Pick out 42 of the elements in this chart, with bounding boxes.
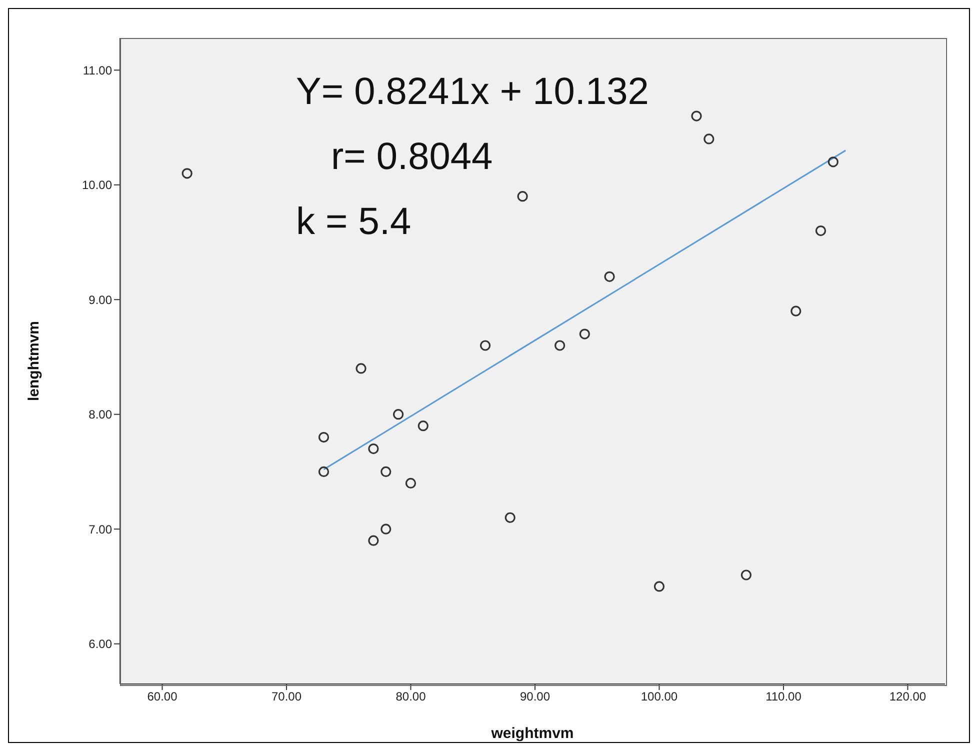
point [368,535,379,546]
point [740,570,752,580]
point [368,443,379,454]
point [380,524,392,534]
point [654,581,665,592]
point [405,478,416,488]
point [356,363,366,374]
point [828,156,838,168]
point [318,432,330,443]
x-tick-label: 110.00 [766,690,802,704]
point [480,340,491,351]
y-tick-label: 7.00 [88,522,112,536]
point [517,191,528,202]
y-tick-label: 8.00 [88,408,112,422]
point [380,466,392,478]
point [704,134,714,144]
x-tick-label: 80.00 [396,690,426,704]
point [790,306,802,316]
point [691,110,702,122]
point [579,328,590,340]
x-tick-label: 60.00 [147,690,178,704]
point [393,409,404,420]
y-tick-label: 9.00 [88,292,112,307]
y-tick-label: 10.00 [82,178,112,192]
point [182,168,192,179]
annotation: Y= 0.8241x + 10.132 [296,71,649,114]
y-tick-label: 6.00 [88,637,112,652]
point [318,466,330,478]
x-tick-label: 90.00 [520,690,550,704]
y-axis-title: lenghtmvm [25,320,42,402]
annotation: k = 5.4 [296,201,412,244]
x-axis-title: weightmvm [490,725,574,742]
point [418,420,428,432]
annotation: r= 0.8044 [331,136,493,179]
x-tick-label: 100.00 [640,690,678,704]
point [504,512,516,523]
point [554,340,566,351]
point [604,271,615,282]
point [815,225,826,236]
x-tick-label: 120.00 [889,690,926,704]
x-tick-label: 70.00 [271,690,302,704]
y-tick-label: 11.00 [82,63,112,78]
